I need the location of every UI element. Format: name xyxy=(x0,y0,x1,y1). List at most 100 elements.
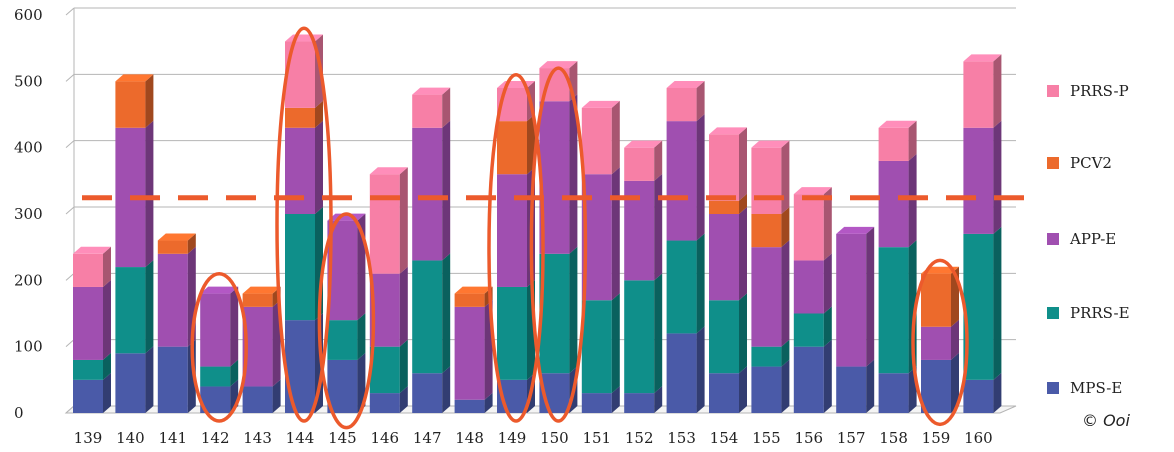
bar-face xyxy=(73,253,103,287)
bar-segment xyxy=(709,293,747,374)
bar-face xyxy=(497,286,527,380)
bar-segment xyxy=(285,100,323,128)
bar-side xyxy=(399,386,408,413)
bar-side xyxy=(823,306,832,347)
highlight-ellipse xyxy=(487,72,545,423)
bar-face xyxy=(157,346,188,413)
bar-segment xyxy=(751,240,790,347)
bar-segment xyxy=(878,366,917,413)
bar-segment xyxy=(751,140,790,214)
bar-side xyxy=(823,187,832,261)
bar-segment xyxy=(497,114,535,175)
bar-segment xyxy=(73,279,111,360)
bar-side xyxy=(696,233,705,334)
bar-side xyxy=(823,253,832,314)
bar-face xyxy=(793,194,824,261)
bar-segment xyxy=(793,187,832,261)
bar-side xyxy=(442,366,451,413)
bar-segment xyxy=(369,339,408,394)
bar-side xyxy=(823,339,832,413)
bar-segment xyxy=(115,120,154,268)
bar-side xyxy=(866,226,875,367)
bar-face xyxy=(709,200,739,214)
bar-side xyxy=(103,372,111,413)
bar-face xyxy=(285,320,315,413)
bar-face xyxy=(242,386,273,413)
x-tick-label: 148 xyxy=(455,429,484,447)
bar-segment xyxy=(327,352,366,413)
bar-segment xyxy=(709,193,747,214)
bar-side xyxy=(272,299,281,387)
bar-face xyxy=(157,240,188,254)
bar-segment xyxy=(963,372,1002,413)
bar-segment xyxy=(921,266,959,327)
bar-face xyxy=(285,127,315,214)
bar-segment xyxy=(497,167,535,287)
bar-segment xyxy=(454,392,493,413)
bar-top xyxy=(709,127,747,135)
highlight-ellipses xyxy=(190,26,969,430)
bar-top xyxy=(412,87,451,95)
axes: 0 100 200 300 400 500 600 139 140 141 142 143 144 145… xyxy=(14,6,993,447)
bar-segment xyxy=(624,140,663,181)
bar-face xyxy=(751,147,782,214)
x-tick-label: 154 xyxy=(710,429,739,447)
legend-label: PRRS-E xyxy=(1070,304,1130,322)
bar-top xyxy=(581,100,620,108)
bar-face xyxy=(666,240,697,334)
bar-face xyxy=(836,233,867,367)
bar-segment xyxy=(963,54,1002,128)
bar-face xyxy=(369,174,400,274)
bar-segment xyxy=(157,246,196,347)
bar-segment xyxy=(666,326,705,413)
bar-top xyxy=(878,120,917,128)
highlight-ellipse xyxy=(911,258,969,427)
bar-face xyxy=(793,313,824,347)
x-tick-label: 159 xyxy=(922,429,951,447)
bar-face xyxy=(624,280,655,394)
bar-segment xyxy=(709,207,747,301)
bar-side xyxy=(145,120,154,268)
bar-segment xyxy=(921,319,959,360)
bar-face xyxy=(751,366,782,413)
bar-face xyxy=(581,393,612,413)
bar-segment xyxy=(285,313,323,413)
bar-side xyxy=(611,100,620,175)
bar-face xyxy=(454,293,485,307)
bar-segment xyxy=(581,100,620,175)
bar-face xyxy=(412,373,443,413)
legend-swatch xyxy=(1047,382,1059,394)
bar-side xyxy=(654,386,663,413)
x-tick-label: 151 xyxy=(582,429,611,447)
bar-side xyxy=(399,339,408,394)
bar-face xyxy=(624,147,655,181)
bar-side xyxy=(442,87,451,128)
bar-face xyxy=(497,174,527,287)
bar-side xyxy=(739,193,747,214)
x-tick-label: 150 xyxy=(540,429,569,447)
bar-side xyxy=(781,240,790,347)
bar-side xyxy=(442,253,451,374)
gridline-depth xyxy=(65,7,75,16)
bar-segment xyxy=(73,246,111,287)
bar-top xyxy=(921,266,959,274)
bar-face xyxy=(751,247,782,347)
bar-side xyxy=(399,266,408,347)
bar-side xyxy=(739,293,747,374)
gridline-depth xyxy=(65,73,75,82)
bar-face xyxy=(369,346,400,394)
bar-segment xyxy=(921,352,959,413)
y-tick-label: 300 xyxy=(14,205,43,223)
bar-face xyxy=(285,107,315,128)
bar-segment xyxy=(709,366,747,413)
x-tick-label: 145 xyxy=(328,429,357,447)
bar-face xyxy=(751,214,782,248)
gridline-depth xyxy=(65,206,75,215)
copyright-label: © Ooi xyxy=(1082,411,1130,430)
bar-side xyxy=(611,293,620,394)
highlight-ellipse xyxy=(190,271,248,423)
bar-side xyxy=(993,120,1002,234)
x-tick-label: 140 xyxy=(116,429,145,447)
bar-face xyxy=(497,121,527,175)
bar-side xyxy=(781,207,790,248)
